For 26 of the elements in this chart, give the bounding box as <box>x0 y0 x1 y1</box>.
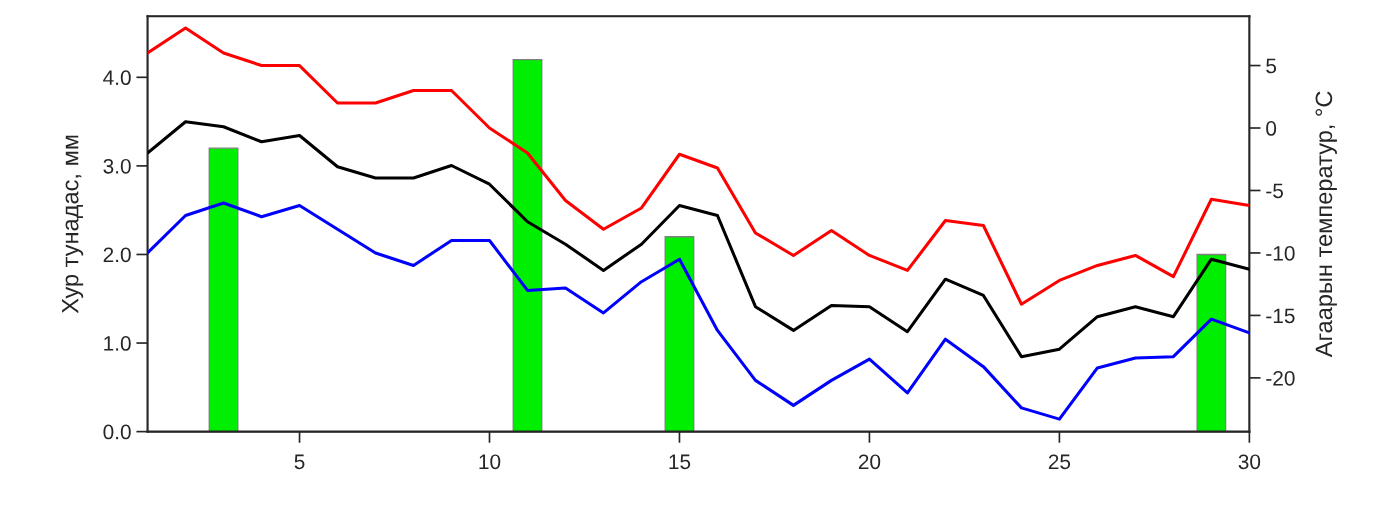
x-tick-label: 20 <box>858 454 881 470</box>
x-tick-label: 15 <box>669 454 691 470</box>
x-tick-label: 30 <box>1238 454 1261 470</box>
y-axis-title: Хур тунадас, мм <box>62 135 84 314</box>
y2-tick-label: -10 <box>1266 245 1295 261</box>
y2-tick-label: 0 <box>1266 121 1277 136</box>
y2-tick-label: -5 <box>1266 183 1283 199</box>
x-tick-label: 5 <box>294 454 305 470</box>
x-tick-label: 10 <box>479 454 501 470</box>
line-series <box>147 201 1250 421</box>
y2-tick-label: -20 <box>1266 370 1295 386</box>
bar <box>664 236 695 432</box>
y-tick-label: 4.0 <box>103 70 131 86</box>
bar <box>512 58 543 432</box>
bar <box>1196 253 1227 432</box>
bar <box>208 147 239 432</box>
y2-tick-label: -15 <box>1266 308 1295 324</box>
y2-axis-title: Агаарын температур, °C <box>1315 91 1337 358</box>
x-tick-label: 25 <box>1048 454 1071 470</box>
line-series <box>147 26 1250 306</box>
y-tick-label: 3.0 <box>103 158 131 174</box>
y-tick-label: 2.0 <box>103 247 131 263</box>
y-tick-label: 1.0 <box>104 336 131 351</box>
y2-tick-label: 5 <box>1266 58 1277 74</box>
y-tick-label: 0.0 <box>103 424 131 440</box>
line-series <box>147 120 1250 359</box>
